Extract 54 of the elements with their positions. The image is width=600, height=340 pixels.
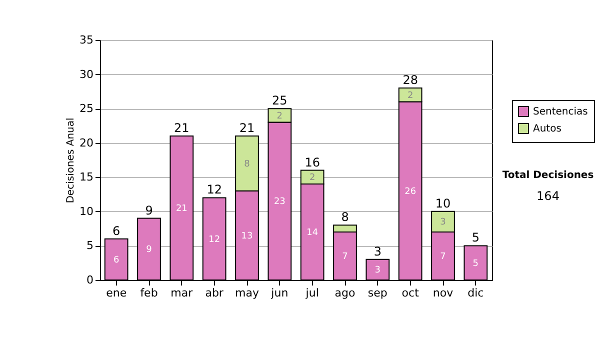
total-label: 5	[472, 230, 480, 245]
total-label: 21	[174, 121, 190, 135]
data-label: 23	[274, 197, 286, 208]
total-label: 12	[206, 182, 222, 197]
legend-label: Sentencias	[533, 106, 588, 118]
data-label: 2	[309, 173, 316, 184]
x-tick-label: abr	[205, 286, 224, 300]
data-label: 13	[241, 231, 253, 242]
data-label: 2	[407, 90, 414, 101]
data-label: 26	[404, 186, 416, 197]
data-label: 12	[208, 234, 220, 245]
total-label: 6	[112, 224, 120, 238]
y-tick-label: 25	[80, 102, 94, 116]
y-tick-label: 10	[80, 204, 94, 218]
y-axis-title: Decisiones Anual	[66, 118, 77, 204]
y-tick-label: 0	[86, 274, 94, 286]
x-tick-label: nov	[432, 286, 454, 300]
x-tick-label: jun	[270, 286, 288, 300]
x-tick-label: mar	[170, 286, 194, 300]
total-label: 9	[145, 203, 153, 218]
total-label: 3	[374, 244, 382, 258]
total-label: 28	[402, 73, 418, 87]
data-label: 3	[440, 218, 446, 228]
x-tick-label: feb	[140, 286, 158, 300]
data-label: 3	[374, 266, 381, 276]
data-label: 14	[306, 228, 318, 238]
data-label: 7	[342, 252, 348, 262]
data-label: 8	[244, 159, 250, 170]
data-label: 5	[472, 258, 479, 269]
text: Total Decisiones	[501, 170, 595, 181]
total-label: 10	[435, 196, 451, 210]
text: 164	[536, 189, 560, 203]
total-label: 25	[272, 94, 288, 108]
y-tick-label: 35	[80, 34, 94, 46]
data-label: 9	[146, 245, 152, 256]
x-tick-label: sep	[368, 286, 388, 300]
x-tick-label: ago	[334, 286, 356, 300]
total-label: 8	[341, 210, 349, 224]
data-label: 2	[276, 111, 283, 122]
total-label: 21	[239, 121, 255, 135]
data-label: 21	[176, 204, 188, 214]
y-tick-label: 20	[80, 136, 94, 150]
data-label: 6	[113, 255, 120, 266]
x-tick-label: jul	[304, 286, 319, 300]
x-tick-label: may	[235, 286, 260, 300]
y-tick-label: 15	[80, 170, 94, 184]
y-tick-label: 5	[86, 239, 94, 252]
x-tick-label: ene	[106, 286, 127, 300]
y-tick-label: 30	[80, 68, 94, 81]
x-tick-label: dic	[468, 286, 484, 300]
data-label: 7	[440, 252, 446, 262]
x-tick-label: oct	[402, 286, 420, 300]
legend-label: Autos	[533, 124, 562, 134]
total-label: 16	[304, 155, 320, 170]
